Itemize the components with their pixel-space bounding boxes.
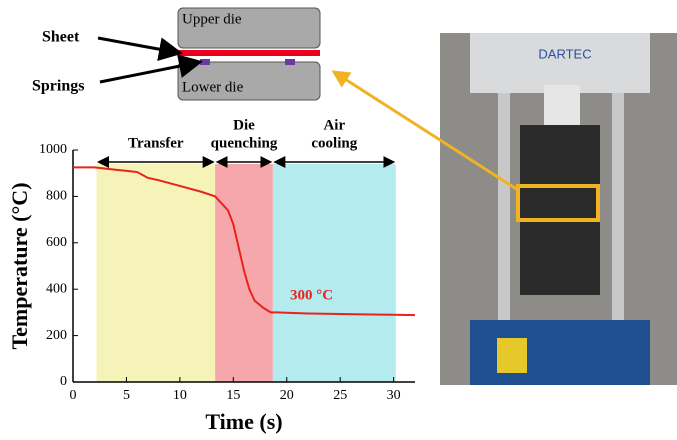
region-label: Die bbox=[233, 117, 255, 133]
y-axis-label: Temperature (°C) bbox=[7, 182, 32, 349]
y-tick-label: 400 bbox=[46, 281, 67, 296]
grip bbox=[520, 125, 600, 295]
column bbox=[612, 93, 624, 323]
line bbox=[73, 166, 416, 317]
region-label: Air bbox=[323, 117, 345, 133]
lower-die-label: Lower die bbox=[182, 79, 244, 95]
springs-label: Springs bbox=[32, 78, 84, 95]
annotation: 300 °C bbox=[290, 287, 333, 303]
x-tick-label: 15 bbox=[226, 388, 240, 403]
chart: Time (s) Temperature (°C) bbox=[7, 182, 283, 434]
x-axis-label: Time (s) bbox=[205, 409, 282, 434]
x-tick-label: 5 bbox=[123, 388, 130, 403]
spring bbox=[200, 59, 210, 65]
x-tick-label: 30 bbox=[387, 388, 401, 403]
sheet-shape bbox=[178, 50, 320, 56]
region bbox=[96, 164, 216, 382]
spring bbox=[285, 59, 295, 65]
y-tick-label: 600 bbox=[46, 235, 67, 250]
warning-sign bbox=[497, 338, 527, 373]
x-tick-label: 25 bbox=[333, 388, 347, 403]
region-label: Transfer bbox=[128, 135, 184, 151]
region bbox=[272, 164, 396, 382]
frame-top bbox=[470, 33, 650, 93]
y-tick-label: 1000 bbox=[39, 142, 67, 157]
x-tick-label: 10 bbox=[173, 388, 187, 403]
y-tick-label: 200 bbox=[46, 328, 67, 343]
schematic: Upper die Lower die Sheet Springs bbox=[32, 7, 321, 101]
arrow bbox=[97, 36, 183, 62]
region-label: quenching bbox=[211, 135, 278, 151]
column bbox=[498, 93, 510, 323]
pointer-arrow bbox=[331, 70, 519, 192]
lower-die bbox=[177, 61, 321, 101]
photo: DARTEC bbox=[331, 33, 677, 385]
highlight bbox=[516, 184, 600, 222]
y-tick-label: 800 bbox=[46, 189, 67, 204]
upper-die-label: Upper die bbox=[182, 11, 242, 27]
region-label: cooling bbox=[311, 135, 357, 151]
sheet-label: Sheet bbox=[42, 29, 80, 46]
brand: DARTEC bbox=[538, 46, 591, 61]
y-tick-label: 0 bbox=[60, 374, 67, 389]
upper-die bbox=[177, 7, 321, 49]
x-tick-label: 20 bbox=[280, 388, 294, 403]
actuator bbox=[544, 85, 580, 125]
x-tick-label: 0 bbox=[70, 388, 77, 403]
arrow bbox=[99, 54, 203, 84]
